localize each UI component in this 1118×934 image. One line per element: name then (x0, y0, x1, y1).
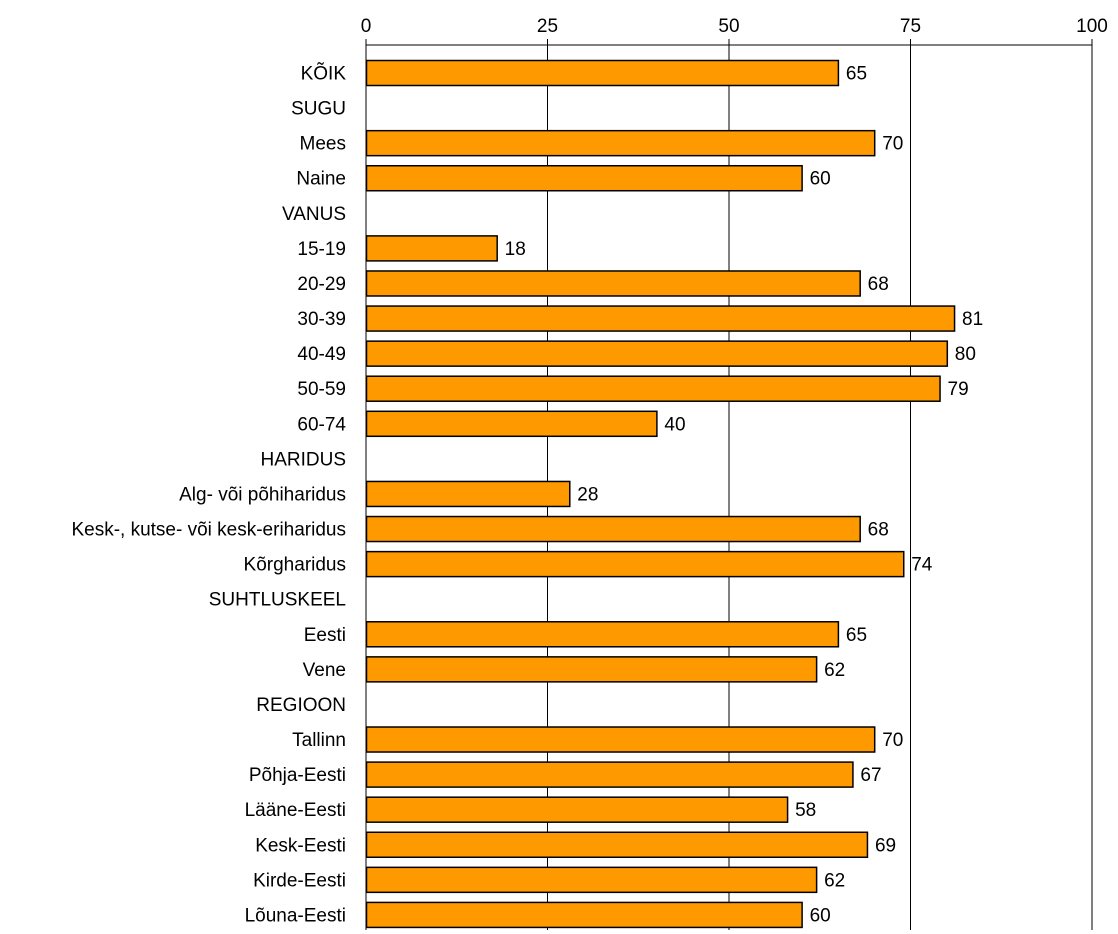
x-tick-label: 0 (361, 16, 372, 37)
x-tick-label: 50 (718, 16, 739, 37)
bar (365, 410, 658, 438)
category-label: Lääne-Eesti (245, 800, 346, 821)
data-label: 58 (795, 800, 816, 821)
category-labels: KÕIK SUGU Mees Naine VANUS 15-19 20-29 30-39 40-… (71, 63, 346, 927)
data-label: 62 (824, 660, 845, 681)
category-label: 50-59 (297, 379, 346, 400)
category-label: Kesk-, kutse- või kesk-eriharidus (71, 520, 346, 541)
bar (365, 515, 861, 543)
bars (365, 59, 956, 929)
bar (365, 621, 840, 648)
data-label: 80 (955, 344, 976, 365)
data-label: 62 (824, 870, 845, 891)
category-label: 20-29 (297, 274, 346, 295)
bar (365, 796, 789, 823)
bar (365, 375, 941, 402)
category-label: SUHTLUSKEEL (209, 590, 346, 611)
category-label: Lõuna-Eesti (245, 905, 346, 926)
data-label: 68 (868, 274, 889, 295)
data-label: 79 (948, 379, 969, 400)
category-label: 60-74 (297, 414, 346, 435)
data-label: 68 (868, 520, 889, 541)
category-label: Kesk-Eesti (255, 835, 346, 856)
bar (365, 866, 818, 894)
bar (365, 235, 498, 262)
bar (365, 761, 854, 788)
category-label: Kirde-Eesti (253, 870, 346, 891)
data-label: 70 (882, 134, 903, 155)
data-label: 67 (860, 765, 881, 786)
data-label: 70 (882, 730, 903, 751)
category-label: Kõrgharidus (244, 555, 346, 576)
category-label: SUGU (291, 99, 346, 120)
category-label: Mees (300, 134, 346, 155)
category-label: KÕIK (301, 63, 347, 85)
bar (365, 901, 803, 929)
category-label: 40-49 (297, 344, 346, 365)
bar (365, 340, 949, 367)
category-label: Põhja-Eesti (249, 765, 346, 786)
category-label: 15-19 (297, 239, 346, 260)
x-tick-label: 75 (900, 16, 921, 37)
bar (365, 831, 869, 859)
category-label: 30-39 (297, 309, 346, 330)
data-label: 18 (505, 239, 526, 260)
data-label: 65 (846, 625, 867, 646)
bar (365, 656, 818, 683)
data-label: 60 (810, 905, 831, 926)
bar (365, 550, 905, 578)
data-label: 40 (664, 414, 685, 435)
x-tick-label: 100 (1076, 16, 1108, 37)
bar (365, 59, 840, 87)
bar (365, 480, 571, 508)
data-label: 65 (846, 64, 867, 85)
category-label: REGIOON (256, 695, 346, 716)
category-label: Alg- või põhiharidus (179, 484, 346, 505)
bar (365, 129, 876, 157)
category-label: Tallinn (292, 730, 346, 751)
category-label: Vene (303, 660, 346, 681)
bar (365, 164, 803, 192)
data-label: 28 (577, 484, 598, 505)
category-label: Naine (296, 169, 346, 190)
data-label: 60 (810, 169, 831, 190)
data-label: 74 (911, 555, 933, 576)
data-label: 81 (962, 309, 983, 330)
bar (365, 726, 876, 753)
data-label: 69 (875, 835, 896, 856)
x-tick-label: 25 (537, 16, 558, 37)
bar (365, 305, 956, 332)
category-label: Eesti (304, 625, 346, 646)
category-label: HARIDUS (260, 449, 346, 470)
bar (365, 270, 861, 297)
category-label: VANUS (282, 204, 346, 225)
